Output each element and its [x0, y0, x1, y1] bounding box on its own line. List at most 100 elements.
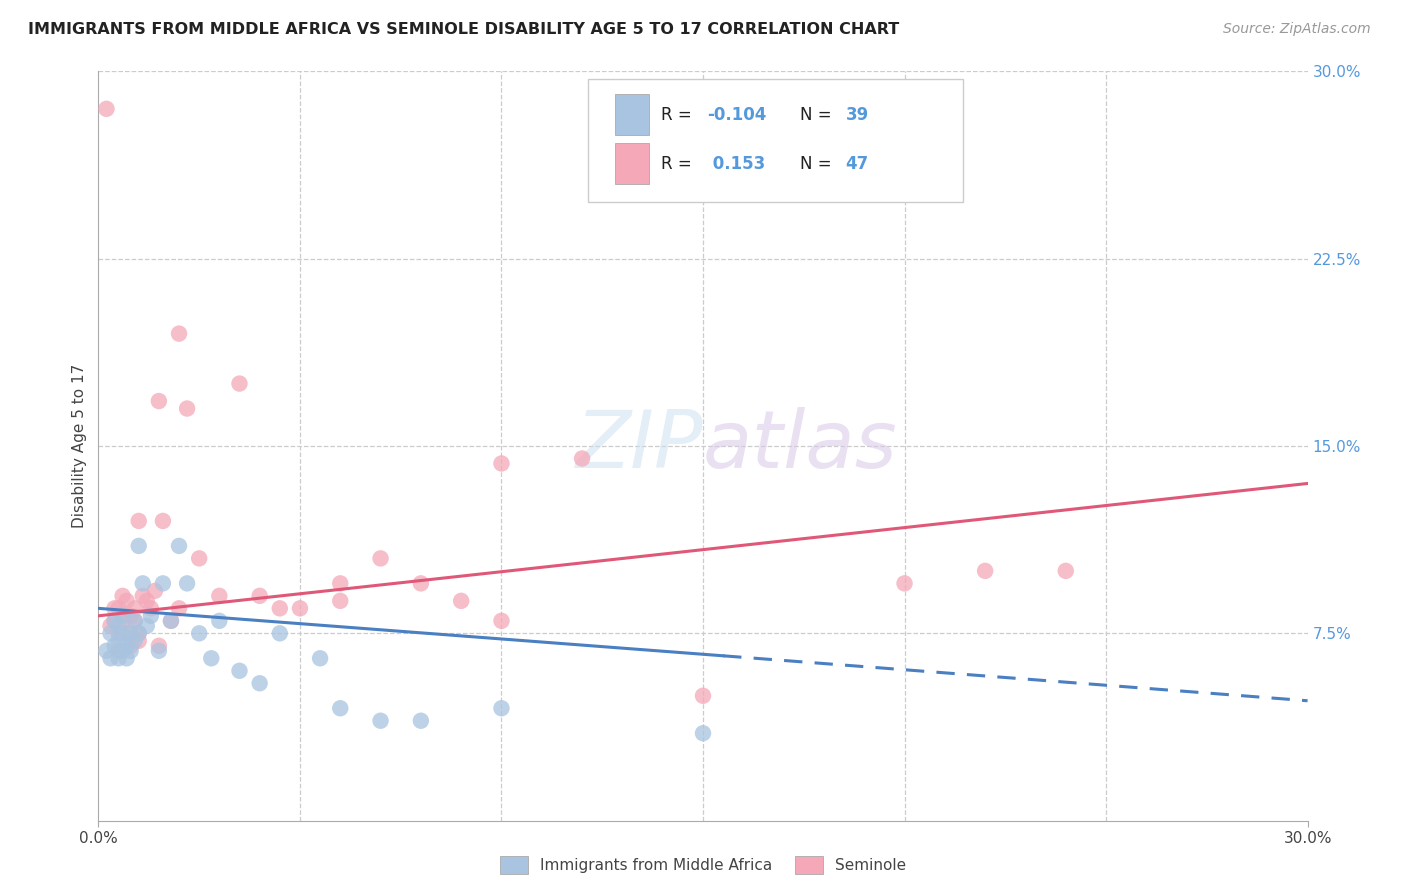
Point: [208, 589, 231, 603]
Text: R =: R =: [661, 154, 697, 172]
Point: [111, 614, 134, 628]
Point: [200, 651, 222, 665]
Point: [152, 514, 174, 528]
Point: [120, 626, 142, 640]
Point: [269, 626, 291, 640]
Point: [107, 626, 129, 640]
Point: [208, 614, 231, 628]
Point: [249, 589, 271, 603]
Point: [111, 608, 134, 623]
FancyBboxPatch shape: [588, 78, 963, 202]
Point: [571, 451, 593, 466]
Point: [974, 564, 997, 578]
Point: [148, 394, 170, 409]
Point: [139, 608, 162, 623]
Point: [111, 589, 134, 603]
Point: [249, 676, 271, 690]
Point: [132, 589, 155, 603]
Point: [167, 539, 190, 553]
Point: [124, 614, 146, 628]
Text: -0.104: -0.104: [707, 105, 766, 124]
Point: [103, 601, 125, 615]
Point: [135, 619, 157, 633]
Point: [228, 376, 250, 391]
Point: [491, 701, 513, 715]
Text: 0.153: 0.153: [707, 154, 765, 172]
Point: [111, 626, 134, 640]
Point: [115, 594, 138, 608]
Point: [128, 626, 150, 640]
Text: 39: 39: [845, 105, 869, 124]
Point: [107, 619, 129, 633]
Point: [893, 576, 915, 591]
Point: [692, 726, 714, 740]
FancyBboxPatch shape: [614, 94, 648, 136]
Text: R =: R =: [661, 105, 697, 124]
Point: [148, 639, 170, 653]
Point: [111, 644, 134, 658]
Point: [370, 551, 392, 566]
Point: [188, 551, 211, 566]
Point: [103, 639, 125, 653]
Point: [128, 514, 150, 528]
Point: [288, 601, 311, 615]
Point: [124, 614, 146, 628]
Text: Source: ZipAtlas.com: Source: ZipAtlas.com: [1223, 22, 1371, 37]
Point: [409, 576, 432, 591]
Point: [96, 102, 118, 116]
Point: [491, 614, 513, 628]
Point: [176, 401, 198, 416]
Y-axis label: Disability Age 5 to 17: Disability Age 5 to 17: [72, 364, 87, 528]
Point: [176, 576, 198, 591]
Point: [329, 594, 352, 608]
Point: [160, 614, 183, 628]
Text: IMMIGRANTS FROM MIDDLE AFRICA VS SEMINOLE DISABILITY AGE 5 TO 17 CORRELATION CHA: IMMIGRANTS FROM MIDDLE AFRICA VS SEMINOL…: [28, 22, 900, 37]
Point: [120, 639, 142, 653]
Point: [107, 601, 129, 615]
Point: [167, 326, 190, 341]
Point: [128, 633, 150, 648]
Point: [103, 614, 125, 628]
Point: [120, 608, 142, 623]
Point: [1054, 564, 1077, 578]
Point: [329, 576, 352, 591]
Point: [370, 714, 392, 728]
Text: atlas: atlas: [703, 407, 898, 485]
Point: [124, 633, 146, 648]
Point: [115, 639, 138, 653]
Point: [107, 644, 129, 658]
Point: [148, 644, 170, 658]
Point: [450, 594, 472, 608]
Point: [132, 576, 155, 591]
Point: [143, 583, 166, 598]
Text: ZIP: ZIP: [575, 407, 703, 485]
Point: [409, 714, 432, 728]
Point: [107, 651, 129, 665]
Point: [152, 576, 174, 591]
Point: [115, 651, 138, 665]
Point: [100, 619, 122, 633]
Point: [167, 601, 190, 615]
Point: [107, 633, 129, 648]
Point: [139, 601, 162, 615]
Point: [124, 601, 146, 615]
Point: [329, 701, 352, 715]
Point: [491, 457, 513, 471]
Text: 47: 47: [845, 154, 869, 172]
Point: [188, 626, 211, 640]
Point: [100, 626, 122, 640]
Point: [228, 664, 250, 678]
Text: N =: N =: [800, 105, 837, 124]
Point: [96, 644, 118, 658]
Point: [103, 614, 125, 628]
FancyBboxPatch shape: [614, 143, 648, 184]
Point: [135, 594, 157, 608]
Point: [128, 626, 150, 640]
Point: [160, 614, 183, 628]
Point: [309, 651, 332, 665]
Point: [128, 539, 150, 553]
Legend: Immigrants from Middle Africa, Seminole: Immigrants from Middle Africa, Seminole: [494, 850, 912, 880]
Point: [692, 689, 714, 703]
Point: [120, 644, 142, 658]
Text: N =: N =: [800, 154, 837, 172]
